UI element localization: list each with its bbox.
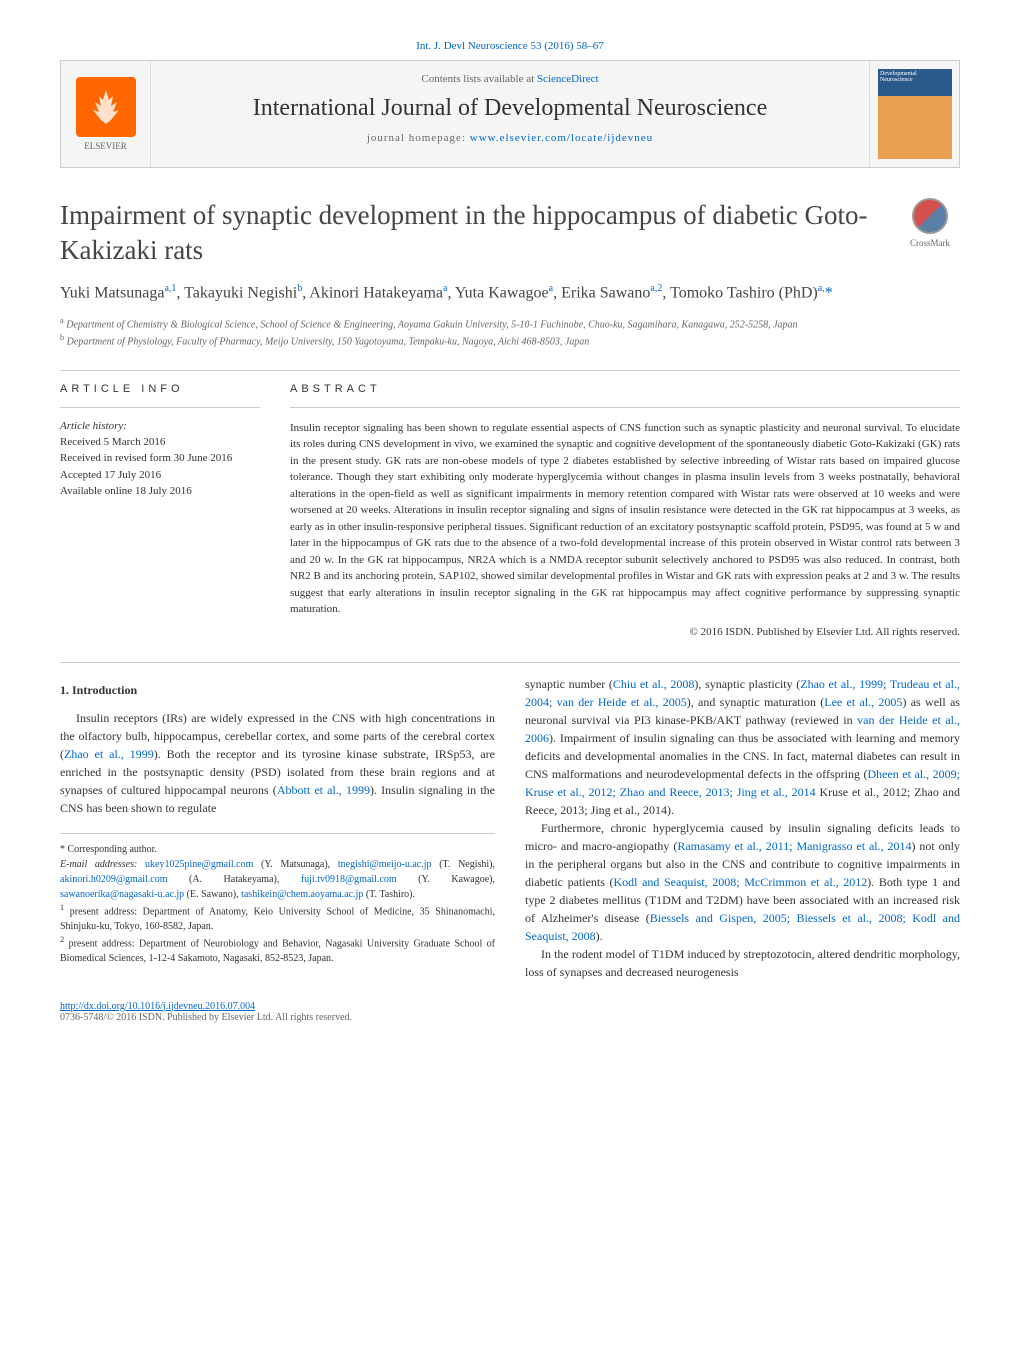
abstract-copyright: © 2016 ISDN. Published by Elsevier Ltd. …	[290, 626, 960, 638]
crossmark-icon	[912, 198, 948, 234]
history-online: Available online 18 July 2016	[60, 483, 260, 500]
ref-kodl-2008[interactable]: Kodl and Seaquist, 2008; McCrimmon et al…	[614, 875, 868, 889]
email-link[interactable]: fuji.tv0918@gmail.com	[301, 874, 397, 885]
elsevier-tree-icon	[76, 77, 136, 137]
footnote-1: present address: Department of Anatomy, …	[60, 906, 495, 932]
journal-cover[interactable]: Developmental Neuroscience	[869, 61, 959, 167]
cover-title: Developmental Neuroscience	[878, 69, 952, 85]
ref-zhao-1999[interactable]: Zhao et al., 1999	[64, 747, 154, 761]
affiliation-a: Department of Chemistry & Biological Sci…	[66, 319, 797, 330]
issn-copyright: 0736-5748/© 2016 ISDN. Published by Else…	[60, 1012, 352, 1023]
crossmark-label: CrossMark	[900, 238, 960, 248]
ref-ramasamy-2011[interactable]: Ramasamy et al., 2011; Manigrasso et al.…	[677, 839, 911, 853]
abstract-column: abstract Insulin receptor signaling has …	[290, 383, 960, 638]
abstract-text: Insulin receptor signaling has been show…	[290, 420, 960, 618]
col2-paragraph-3: In the rodent model of T1DM induced by s…	[525, 945, 960, 981]
article-info-heading: article info	[60, 383, 260, 395]
authors-list: Yuki Matsunagaa,1, Takayuki Negishib, Ak…	[60, 282, 960, 305]
journal-header: ELSEVIER Contents lists available at Sci…	[60, 60, 960, 168]
introduction-heading: 1. Introduction	[60, 681, 495, 699]
ref-lee-2005[interactable]: Lee et al., 2005	[824, 695, 902, 709]
page-footer: http://dx.doi.org/10.1016/j.ijdevneu.201…	[60, 1001, 960, 1023]
history-received: Received 5 March 2016	[60, 434, 260, 451]
journal-name: International Journal of Developmental N…	[163, 95, 857, 122]
doi-link[interactable]: http://dx.doi.org/10.1016/j.ijdevneu.201…	[60, 1001, 255, 1012]
ref-abbott-1999[interactable]: Abbott et al., 1999	[277, 783, 370, 797]
sciencedirect-link[interactable]: ScienceDirect	[537, 73, 599, 85]
history-revised: Received in revised form 30 June 2016	[60, 450, 260, 467]
affiliations: a Department of Chemistry & Biological S…	[60, 315, 960, 350]
footnotes: * Corresponding author. E-mail addresses…	[60, 833, 495, 967]
corresponding-author-label: Corresponding author.	[68, 844, 157, 855]
email-link[interactable]: ukey1025pine@gmail.com	[145, 859, 253, 870]
contents-available: Contents lists available at ScienceDirec…	[163, 73, 857, 85]
col2-paragraph-1: synaptic number (Chiu et al., 2008), syn…	[525, 675, 960, 819]
homepage-link[interactable]: www.elsevier.com/locate/ijdevneu	[470, 132, 653, 144]
journal-homepage: journal homepage: www.elsevier.com/locat…	[163, 132, 857, 144]
email-addresses: E-mail addresses: ukey1025pine@gmail.com…	[60, 857, 495, 902]
top-citation[interactable]: Int. J. Devl Neuroscience 53 (2016) 58–6…	[60, 40, 960, 52]
history-accepted: Accepted 17 July 2016	[60, 467, 260, 484]
email-link[interactable]: akinori.h0209@gmail.com	[60, 874, 168, 885]
publisher-name: ELSEVIER	[84, 141, 127, 151]
divider	[60, 370, 960, 371]
ref-chiu-2008[interactable]: Chiu et al., 2008	[613, 677, 695, 691]
article-title: Impairment of synaptic development in th…	[60, 198, 880, 268]
footnote-2: present address: Department of Neurobiol…	[60, 938, 495, 964]
email-link[interactable]: tashikein@chem.aoyama.ac.jp	[241, 889, 363, 900]
body-columns: 1. Introduction Insulin receptors (IRs) …	[60, 675, 960, 981]
article-info-column: article info Article history: Received 5…	[60, 383, 260, 638]
abstract-heading: abstract	[290, 383, 960, 395]
history-label: Article history:	[60, 420, 260, 432]
col2-paragraph-2: Furthermore, chronic hyperglycemia cause…	[525, 819, 960, 945]
crossmark-badge[interactable]: CrossMark	[900, 198, 960, 248]
email-link[interactable]: sawanoerika@nagasaki-u.ac.jp	[60, 889, 184, 900]
email-link[interactable]: tnegishi@meijo-u.ac.jp	[338, 859, 432, 870]
affiliation-b: Department of Physiology, Faculty of Pha…	[67, 337, 590, 348]
publisher-logo[interactable]: ELSEVIER	[61, 61, 151, 167]
intro-paragraph-1: Insulin receptors (IRs) are widely expre…	[60, 709, 495, 817]
